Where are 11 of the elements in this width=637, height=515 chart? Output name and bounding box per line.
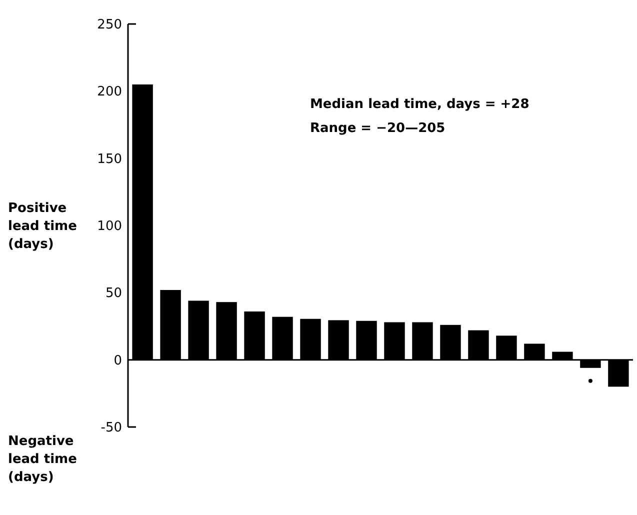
y-tick-label: 0 [114, 353, 122, 368]
text: Positive lead time (days) [8, 201, 78, 252]
y-tick-label: 50 [105, 286, 122, 302]
y-tick-label: 200 [97, 84, 122, 100]
y-tick-label: -50 [100, 420, 122, 436]
y-tick-label: 150 [97, 152, 122, 167]
y-tick-label: 250 [97, 18, 122, 33]
text: Negative lead time (days) [8, 434, 78, 485]
y-tick-label: 100 [97, 219, 122, 234]
annotation: Median lead time, days = +28 [310, 97, 530, 112]
annotation: Range = −20—205 [310, 121, 446, 136]
